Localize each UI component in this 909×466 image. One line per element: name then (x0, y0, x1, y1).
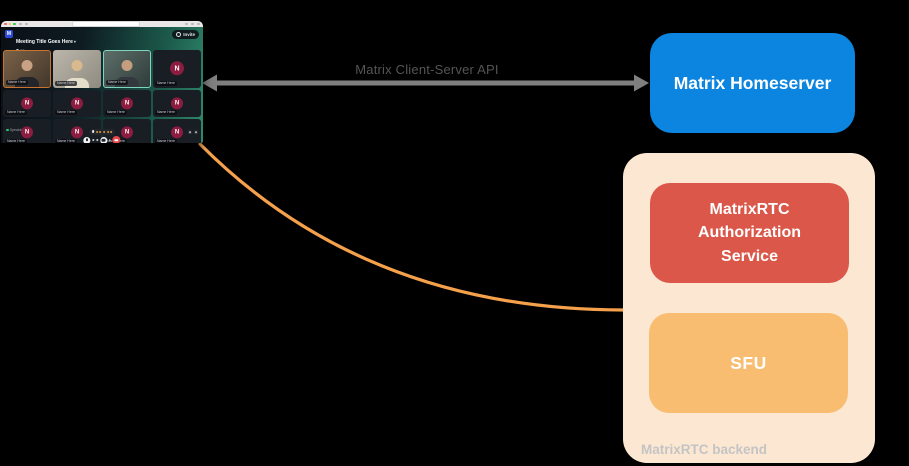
matrix-homeserver-label: Matrix Homeserver (673, 72, 832, 93)
page-dot (99, 130, 102, 133)
api-arrow-label: Matrix Client-Server API (355, 62, 499, 77)
page-indicator[interactable] (89, 129, 115, 135)
control-dot (108, 139, 111, 141)
arrowhead-right (634, 74, 649, 92)
participant-face (71, 59, 83, 71)
video-tile[interactable]: Name Here (3, 50, 51, 88)
call-header: M Meeting Title Goes Here▾ 22 Invite (1, 27, 203, 53)
chevron-down-icon[interactable]: ▾ (73, 39, 76, 44)
tile-name-badge: Name Here (155, 80, 177, 86)
avatar: N (171, 96, 183, 109)
video-tile[interactable]: Name Here (103, 50, 151, 88)
authorization-service-box: MatrixRTC Authorization Service (650, 183, 849, 283)
page-dot (103, 130, 106, 133)
new-tab-icon[interactable] (191, 22, 194, 26)
speaking-indicator: Speaking (6, 128, 24, 132)
url-bar[interactable] (71, 21, 140, 27)
meeting-title: Meeting Title Goes Here▾ (16, 39, 76, 45)
hangup-icon (114, 139, 119, 141)
tile-name-badge: Name Here (155, 138, 177, 143)
avatar-tile[interactable]: N Name Here (153, 90, 201, 117)
url-bar-wrap (30, 21, 182, 27)
matrix-homeserver-box: Matrix Homeserver (650, 33, 855, 133)
avatar: N (71, 96, 83, 109)
avatar-tile[interactable]: N Name Here (153, 50, 201, 88)
avatar-tile[interactable]: N Name Here (53, 90, 101, 117)
avatar-tile[interactable]: N Name Here (153, 119, 201, 143)
video-tile-grid: Name Here Name Here Name Here N Name Her… (3, 50, 201, 143)
backend-caption: MatrixRTC backend (641, 442, 768, 457)
maximize-window-icon[interactable] (13, 22, 16, 26)
matrixrtc-backend-container: MatrixRTC Authorization Service SFU Matr… (623, 153, 875, 463)
participant-face (21, 60, 33, 72)
page-dot (96, 130, 99, 133)
tile-name-badge: Name Here (55, 138, 77, 143)
app-logo: M (5, 30, 13, 38)
participant-face (121, 60, 133, 72)
camera-icon (101, 138, 106, 142)
tile-name-badge: Name Here (5, 138, 27, 143)
minimize-window-icon[interactable] (8, 22, 12, 26)
control-dot (96, 139, 98, 141)
camera-button[interactable] (99, 136, 107, 143)
sidebar-icon[interactable] (19, 22, 22, 26)
share-icon[interactable] (185, 22, 188, 26)
avatar-tile[interactable]: N Name Here (53, 119, 101, 143)
chat-icon[interactable] (187, 129, 192, 135)
avatar: N (71, 125, 83, 138)
call-controls (83, 136, 121, 143)
arrowhead-left (202, 74, 217, 92)
invite-button-label: Invite (183, 32, 195, 37)
green-dot-icon (6, 128, 9, 132)
tile-name-badge: Name Here (6, 79, 28, 85)
page-dot (110, 130, 113, 133)
invite-button[interactable]: Invite (172, 30, 199, 39)
avatar: N (121, 125, 133, 138)
browser-chrome-bar (1, 21, 203, 27)
speaking-label: Speaking (9, 128, 25, 132)
tile-name-badge: Name Here (55, 109, 77, 115)
sfu-box: SFU (649, 313, 848, 413)
video-call-window: M Meeting Title Goes Here▾ 22 Invite (1, 21, 203, 143)
authorization-service-label: MatrixRTC Authorization Service (697, 201, 802, 265)
avatar: N (121, 96, 133, 109)
close-window-icon[interactable] (4, 22, 7, 26)
avatar: N (171, 125, 183, 138)
avatar: N (170, 61, 184, 76)
sfu-label: SFU (730, 352, 767, 373)
participant-body (65, 78, 89, 88)
meeting-title-text: Meeting Title Goes Here (16, 39, 73, 45)
tile-name-badge: Name Here (105, 109, 127, 115)
call-app-area: M Meeting Title Goes Here▾ 22 Invite (1, 27, 203, 143)
page-dot (106, 130, 109, 133)
avatar-tile[interactable]: N Name Here (103, 90, 151, 117)
avatar: N (21, 125, 33, 138)
settings-icon[interactable] (193, 129, 198, 135)
video-tile[interactable]: Name Here (53, 50, 101, 88)
link-icon (176, 32, 182, 37)
tile-name-badge: Name Here (55, 80, 77, 86)
avatar-tile[interactable]: Speaking N Name Here (3, 119, 51, 143)
control-dot (92, 139, 95, 141)
avatar: N (21, 96, 33, 109)
tile-name-badge: Name Here (155, 109, 177, 115)
tile-corner-icons (187, 129, 198, 135)
hangup-button[interactable] (112, 136, 121, 143)
tile-name-badge: Name Here (5, 109, 27, 115)
mic-icon (85, 138, 89, 142)
page-dot-active (91, 130, 95, 134)
tile-name-badge: Name Here (106, 79, 128, 85)
avatar-tile[interactable]: N Name Here (3, 90, 51, 117)
tabs-icon[interactable] (197, 22, 200, 26)
back-icon[interactable] (25, 22, 28, 26)
mic-button[interactable] (83, 136, 91, 143)
client-to-backend-curve (198, 142, 626, 312)
